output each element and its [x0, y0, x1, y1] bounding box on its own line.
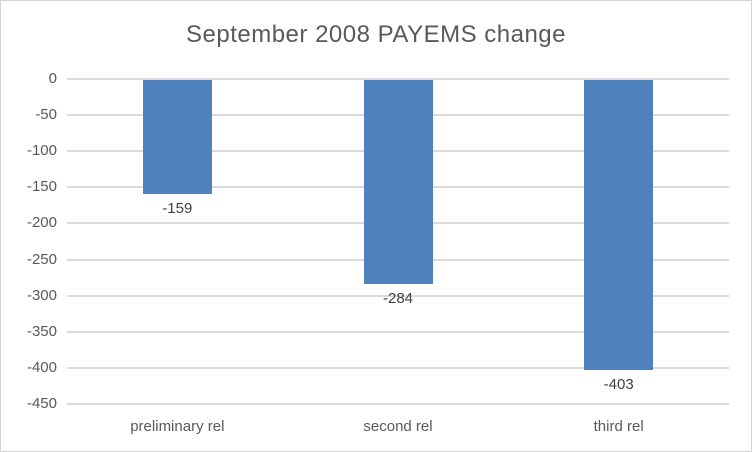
- x-axis-category-label: second rel: [363, 418, 433, 435]
- y-axis-tick-label: -200: [26, 214, 57, 232]
- y-axis-tick-label: -300: [26, 286, 57, 304]
- y-gridline: [67, 366, 729, 369]
- x-axis-category-label: third rel: [593, 418, 644, 435]
- y-axis-tick-label: -150: [26, 178, 57, 196]
- bar-value-label: -284: [382, 290, 414, 308]
- x-axis-category-label: preliminary rel: [130, 418, 225, 435]
- bar-third-rel: [584, 80, 654, 371]
- bar-preliminary-rel: [142, 80, 212, 194]
- y-axis-tick-label: -50: [35, 106, 57, 124]
- y-axis-tick-label: -250: [26, 250, 57, 268]
- y-gridline: [67, 330, 729, 333]
- y-axis-tick-label: -450: [26, 395, 57, 412]
- chart-title: September 2008 PAYEMS change: [186, 21, 566, 48]
- bar-second-rel: [363, 80, 433, 285]
- y-axis-tick-label: 0: [48, 70, 57, 87]
- y-axis-tick-label: -400: [26, 358, 57, 376]
- bar-value-label: -159: [162, 199, 193, 217]
- y-axis-tick-label: -100: [26, 142, 57, 160]
- bar-value-label: -403: [603, 376, 634, 394]
- y-axis-tick-label: -350: [26, 322, 57, 340]
- y-gridline: [67, 78, 729, 80]
- y-gridline: [67, 294, 729, 297]
- y-gridline: [67, 403, 729, 405]
